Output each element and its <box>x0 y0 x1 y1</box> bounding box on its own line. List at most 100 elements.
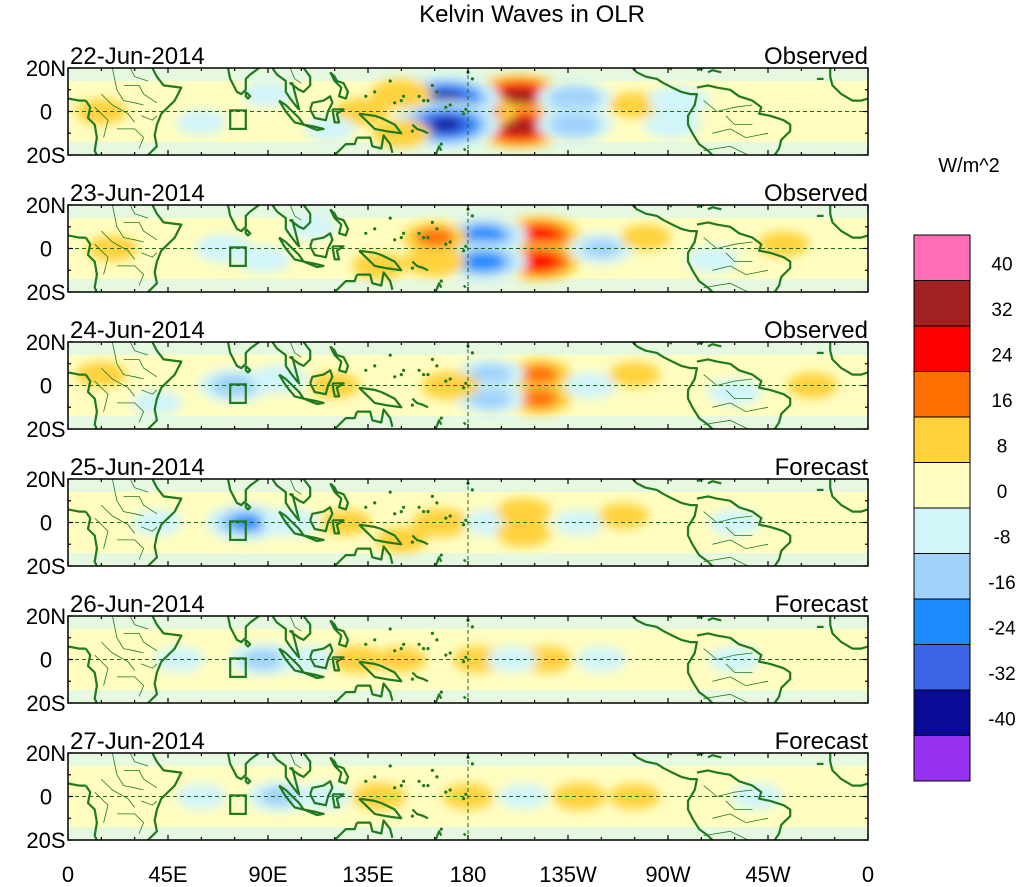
coastline <box>696 769 792 840</box>
coastline <box>631 68 714 155</box>
island <box>448 651 452 655</box>
island <box>417 368 421 372</box>
coastline <box>829 342 868 376</box>
colorbar-swatch <box>913 507 971 554</box>
anomaly-13 <box>643 110 702 139</box>
colorbar-label: 40 <box>991 255 1012 276</box>
colorbar-label: 8 <box>997 437 1008 458</box>
coastline <box>329 482 350 511</box>
island <box>470 77 474 81</box>
coastline <box>309 780 334 807</box>
country-border <box>141 800 158 806</box>
island <box>464 655 468 659</box>
island <box>435 501 439 505</box>
colorbar-unit: W/m^2 <box>938 155 1000 177</box>
coastline <box>356 545 394 565</box>
anomaly-blobs <box>87 214 809 282</box>
island <box>364 368 368 372</box>
island <box>388 216 392 220</box>
island <box>364 505 368 509</box>
coastline <box>244 776 252 785</box>
country-border <box>289 753 302 769</box>
colorbar-label: 32 <box>991 300 1012 321</box>
anomaly-level <box>462 251 506 272</box>
country-border <box>116 676 145 697</box>
coastline <box>333 685 358 703</box>
island <box>430 494 434 498</box>
panel-status: Observed <box>764 43 868 70</box>
coastline <box>411 808 429 820</box>
island <box>426 236 430 240</box>
coastline <box>84 510 98 566</box>
coastline <box>303 534 325 543</box>
country-border <box>112 616 144 654</box>
country-border <box>141 663 158 669</box>
island <box>426 99 430 103</box>
coastline <box>331 108 345 124</box>
colorbar-swatch <box>913 462 971 509</box>
coastline <box>244 91 252 100</box>
colorbar-swatch <box>913 325 971 372</box>
anomaly-11 <box>236 245 291 273</box>
island <box>402 505 406 509</box>
island <box>470 625 474 629</box>
anomaly-level <box>620 224 671 251</box>
coastline <box>68 782 86 787</box>
coastline <box>68 645 86 650</box>
coastline <box>331 656 345 672</box>
lat-label: 0 <box>40 100 52 125</box>
anomaly-level <box>431 118 461 132</box>
panel-date: 27-Jun-2014 <box>70 728 205 755</box>
island <box>393 101 397 105</box>
coastline <box>329 71 350 100</box>
island <box>410 129 414 133</box>
coastlines <box>68 616 868 703</box>
coastline <box>226 616 260 644</box>
island <box>422 99 426 103</box>
x-axis: 0 45E 90E 135E 180 135W 90W 45W 0 <box>62 862 874 887</box>
country-border <box>712 676 769 687</box>
island <box>422 236 426 240</box>
country-border <box>123 359 158 378</box>
country-border <box>725 389 753 399</box>
anomaly-7 <box>609 783 660 810</box>
coastline <box>226 342 260 370</box>
country-border <box>712 128 769 139</box>
anomaly-5 <box>421 371 480 400</box>
coastline <box>829 479 868 513</box>
coastline <box>147 616 183 703</box>
island <box>364 642 368 646</box>
coastline <box>707 480 722 485</box>
anomaly-6 <box>404 246 466 277</box>
coastline <box>278 510 305 537</box>
coastline <box>271 205 312 248</box>
country-border <box>116 128 145 149</box>
country-border <box>123 770 158 789</box>
coastline <box>84 784 98 840</box>
island <box>364 94 368 98</box>
island <box>435 775 439 779</box>
island <box>430 631 434 636</box>
country-border <box>703 419 749 429</box>
colorbar-swatch <box>913 735 971 782</box>
lon-label: 90E <box>248 862 287 887</box>
island <box>439 142 443 146</box>
anomaly-level <box>176 109 227 136</box>
colorbar-label: 0 <box>997 482 1008 503</box>
panel-date: 26-Jun-2014 <box>70 591 205 618</box>
coastline <box>226 753 260 781</box>
anomaly-level <box>462 225 506 246</box>
island <box>435 364 439 368</box>
anomaly-level <box>519 365 559 384</box>
lat-label: 0 <box>40 237 52 262</box>
coastline <box>434 693 443 703</box>
coastline <box>278 373 305 400</box>
panel-6: 27-Jun-2014 Forecast 20N 0 20S <box>26 728 869 853</box>
country-border <box>289 479 302 495</box>
region-box <box>229 520 247 542</box>
coastline <box>147 753 183 840</box>
island <box>430 83 434 87</box>
coastline <box>271 616 312 659</box>
island <box>388 490 392 494</box>
